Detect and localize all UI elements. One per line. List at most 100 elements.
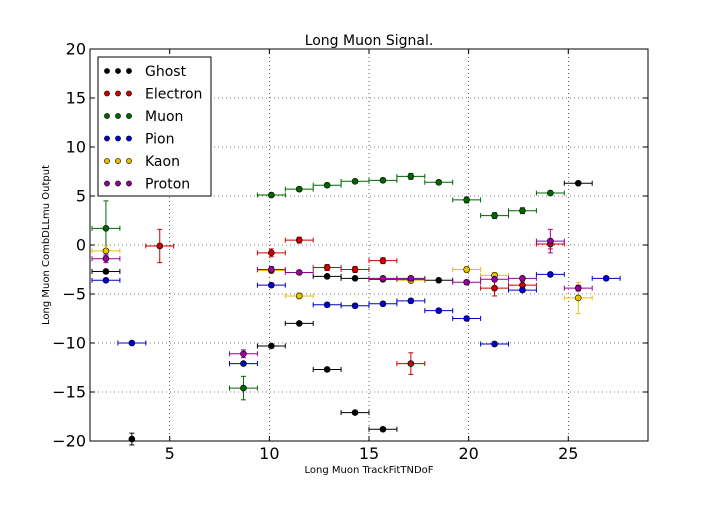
data-point (240, 360, 247, 367)
y-tick-label: 10 (66, 138, 86, 157)
legend-marker (126, 90, 132, 97)
data-point (351, 275, 359, 282)
data-point (407, 275, 415, 282)
data-point (407, 297, 415, 305)
data-point (602, 275, 610, 282)
data-point (407, 360, 415, 367)
legend-label: Muon (145, 109, 183, 125)
data-point (102, 268, 110, 275)
data-point (463, 196, 470, 204)
data-point (491, 212, 498, 219)
legend-marker (126, 113, 132, 119)
data-point (268, 249, 275, 257)
data-point (379, 257, 387, 264)
legend-marker (126, 135, 132, 142)
data-point (156, 242, 164, 250)
data-point (351, 409, 359, 416)
y-tick-label: 15 (66, 89, 86, 108)
data-point (240, 384, 247, 392)
data-point (323, 301, 331, 309)
legend-marker (115, 113, 121, 119)
data-point (128, 339, 136, 347)
data-point (102, 225, 110, 232)
legend-marker (115, 68, 121, 74)
legend-marker (126, 68, 132, 74)
legend-label: Ghost (145, 64, 187, 80)
series-electron (145, 228, 565, 375)
x-tick-label: 10 (259, 444, 279, 463)
data-point (268, 266, 275, 273)
axis-ticks: 5 10 15 20 25 −20 −15 −10 −5 0 5 10 15 20 (52, 40, 648, 463)
data-point (295, 185, 303, 193)
data-point (295, 236, 303, 244)
data-point (463, 266, 470, 273)
legend-marker (126, 158, 132, 164)
y-tick-label: −5 (62, 285, 86, 304)
y-axis-label: Long Muon CombDLLmu Output (41, 165, 52, 325)
legend-marker (104, 180, 110, 187)
series-ghost (91, 179, 593, 446)
data-point (323, 264, 331, 271)
data-point (547, 271, 554, 278)
plot-frame (89, 48, 649, 442)
legend-label: Pion (145, 132, 174, 148)
data-point (323, 273, 331, 280)
data-point (435, 178, 443, 186)
y-tick-label: −10 (52, 334, 86, 353)
data-point (491, 340, 498, 348)
data-point (519, 207, 526, 214)
data-point (102, 276, 110, 284)
series-proton (91, 228, 593, 359)
legend-marker (115, 158, 121, 164)
data-point (574, 179, 582, 187)
y-tick-label: 0 (76, 236, 86, 255)
data-point (547, 189, 554, 197)
data-series (91, 172, 621, 446)
x-tick-label: 5 (165, 444, 175, 463)
data-point (268, 191, 275, 199)
y-tick-label: −20 (52, 432, 86, 451)
data-point (351, 266, 359, 273)
legend-marker (104, 158, 110, 164)
legend-marker (104, 135, 110, 142)
data-point (102, 255, 110, 263)
legend-marker (104, 90, 110, 97)
y-tick-label: 20 (66, 40, 86, 59)
data-point (295, 320, 303, 327)
data-point (295, 269, 303, 276)
data-point (519, 275, 526, 282)
data-point (435, 307, 443, 314)
data-point (491, 284, 498, 292)
data-point (574, 294, 582, 302)
y-tick-label: −15 (52, 383, 86, 402)
data-point (351, 178, 359, 185)
chart-title: Long Muon Signal. (305, 33, 434, 49)
series-muon (91, 172, 565, 401)
data-point (519, 286, 526, 294)
legend: Ghost Electron Muon Pion Kaon Proton (97, 56, 212, 197)
x-axis-label: Long Muon TrackFitTNDoF (304, 465, 433, 476)
y-tick-label: 5 (76, 187, 86, 206)
legend-label: Electron (145, 87, 202, 103)
data-point (379, 275, 387, 282)
data-point (351, 302, 359, 310)
legend-marker (115, 90, 121, 97)
legend-box (97, 56, 212, 197)
data-point (323, 181, 331, 189)
x-tick-label: 20 (458, 444, 478, 463)
legend-marker (126, 180, 132, 187)
data-point (240, 350, 247, 358)
data-point (463, 278, 470, 286)
data-point (407, 173, 415, 180)
data-point (102, 247, 110, 255)
data-point (463, 315, 470, 322)
data-point (268, 342, 275, 350)
data-point (379, 425, 387, 433)
data-point (547, 237, 554, 245)
legend-label: Proton (145, 177, 190, 193)
x-tick-label: 25 (558, 444, 578, 463)
data-point (323, 366, 331, 373)
data-point (379, 300, 387, 308)
